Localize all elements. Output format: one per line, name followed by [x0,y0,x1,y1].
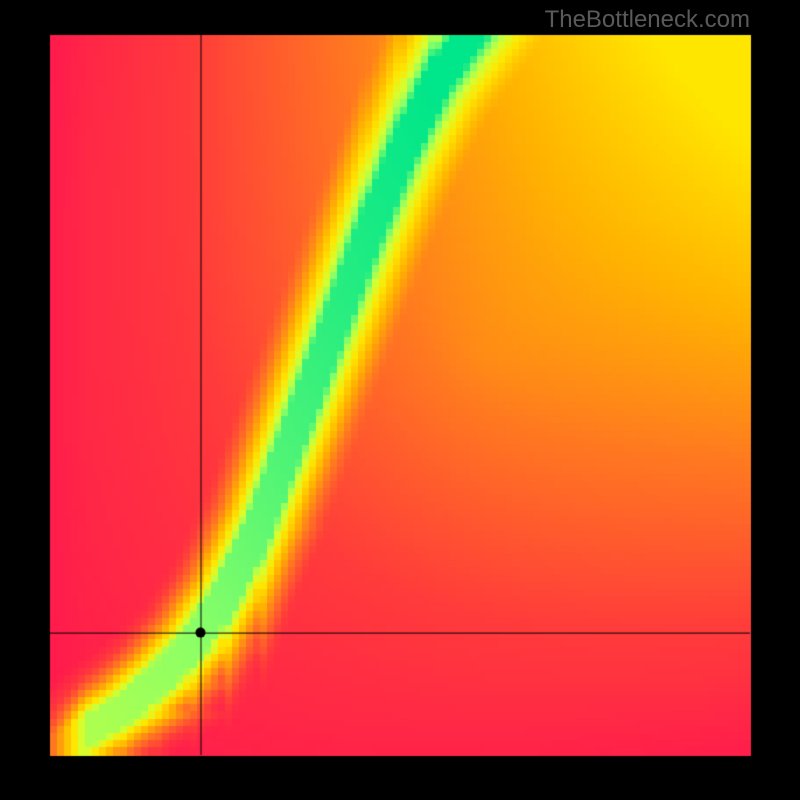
heatmap-canvas [0,0,800,800]
chart-container: TheBottleneck.com [0,0,800,800]
watermark-text: TheBottleneck.com [545,6,750,34]
